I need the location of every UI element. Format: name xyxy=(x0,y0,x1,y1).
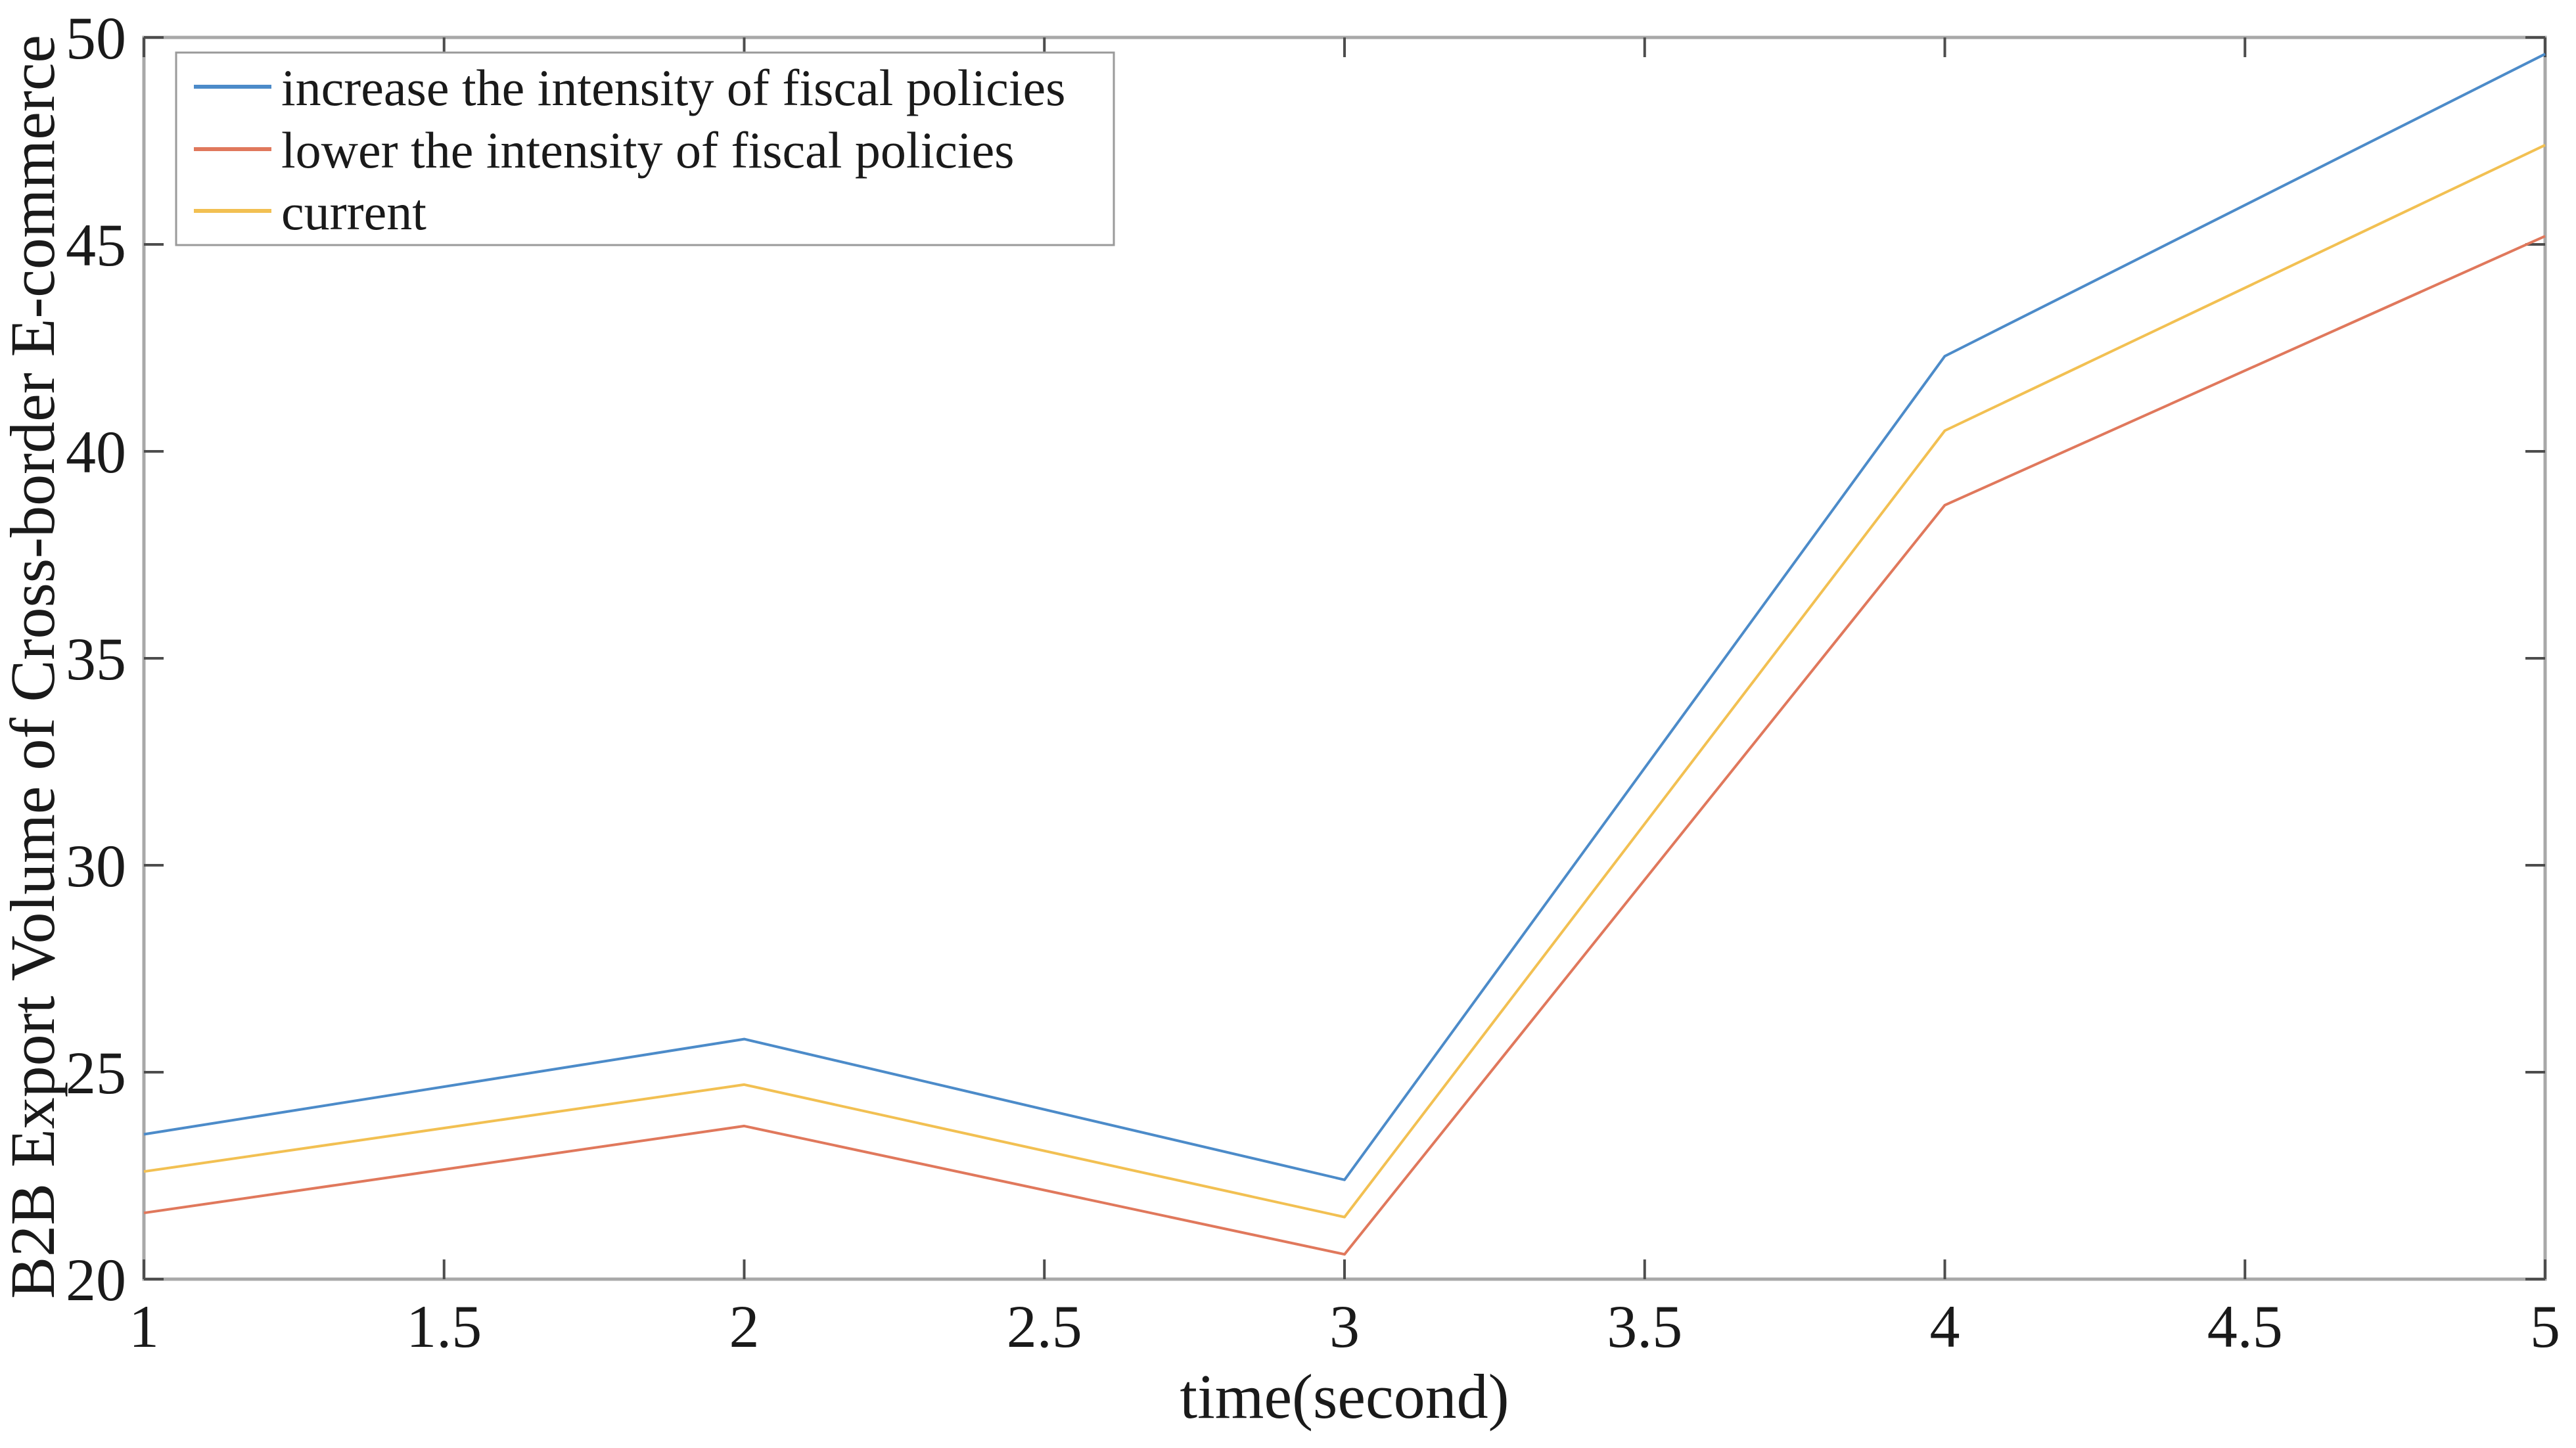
x-tick-label: 5 xyxy=(2530,1293,2560,1360)
legend: increase the intensity of fiscal policie… xyxy=(175,51,1115,246)
legend-item-label: increase the intensity of fiscal policie… xyxy=(281,59,1065,116)
x-tick-label: 2.5 xyxy=(1007,1293,1082,1360)
x-tick-label: 3.5 xyxy=(1607,1293,1682,1360)
x-tick-label: 4 xyxy=(1930,1293,1960,1360)
x-axis-title: time(second) xyxy=(1180,1361,1509,1432)
x-tick-label: 3 xyxy=(1329,1293,1360,1360)
y-axis-title: B2B Export Volume of Cross-border E-comm… xyxy=(0,35,68,1299)
tick-labels: 1 1.5 2 2.5 3 3.5 4 4.5 5 20 25 30 35 40 45 50 xyxy=(66,5,2560,1360)
y-tick-label: 40 xyxy=(66,419,126,486)
y-tick-label: 50 xyxy=(66,5,126,72)
y-tick-label: 30 xyxy=(66,832,126,899)
legend-items: increase the intensity of fiscal policie… xyxy=(194,59,1065,240)
legend-item-label: lower the intensity of fiscal policies xyxy=(281,122,1015,179)
series-lines xyxy=(143,53,2546,1256)
x-tick-label: 2 xyxy=(729,1293,760,1360)
legend-box xyxy=(175,51,1115,246)
legend-item-label: current xyxy=(281,183,426,240)
y-tick-label: 25 xyxy=(66,1039,126,1106)
x-tick-label: 4.5 xyxy=(2207,1293,2283,1360)
legend-item: lower the intensity of fiscal policies xyxy=(194,122,1015,179)
x-tick-label: 1 xyxy=(129,1293,159,1360)
legend-item: current xyxy=(194,183,426,240)
series-line-2 xyxy=(143,143,2546,1219)
legend-item: increase the intensity of fiscal policie… xyxy=(194,59,1065,116)
x-tick-label: 1.5 xyxy=(406,1293,482,1360)
y-tick-label: 35 xyxy=(66,625,126,692)
y-tick-label: 45 xyxy=(66,212,126,279)
y-tick-label: 20 xyxy=(66,1246,126,1313)
series-line-1 xyxy=(143,235,2546,1256)
series-line-0 xyxy=(143,53,2546,1181)
